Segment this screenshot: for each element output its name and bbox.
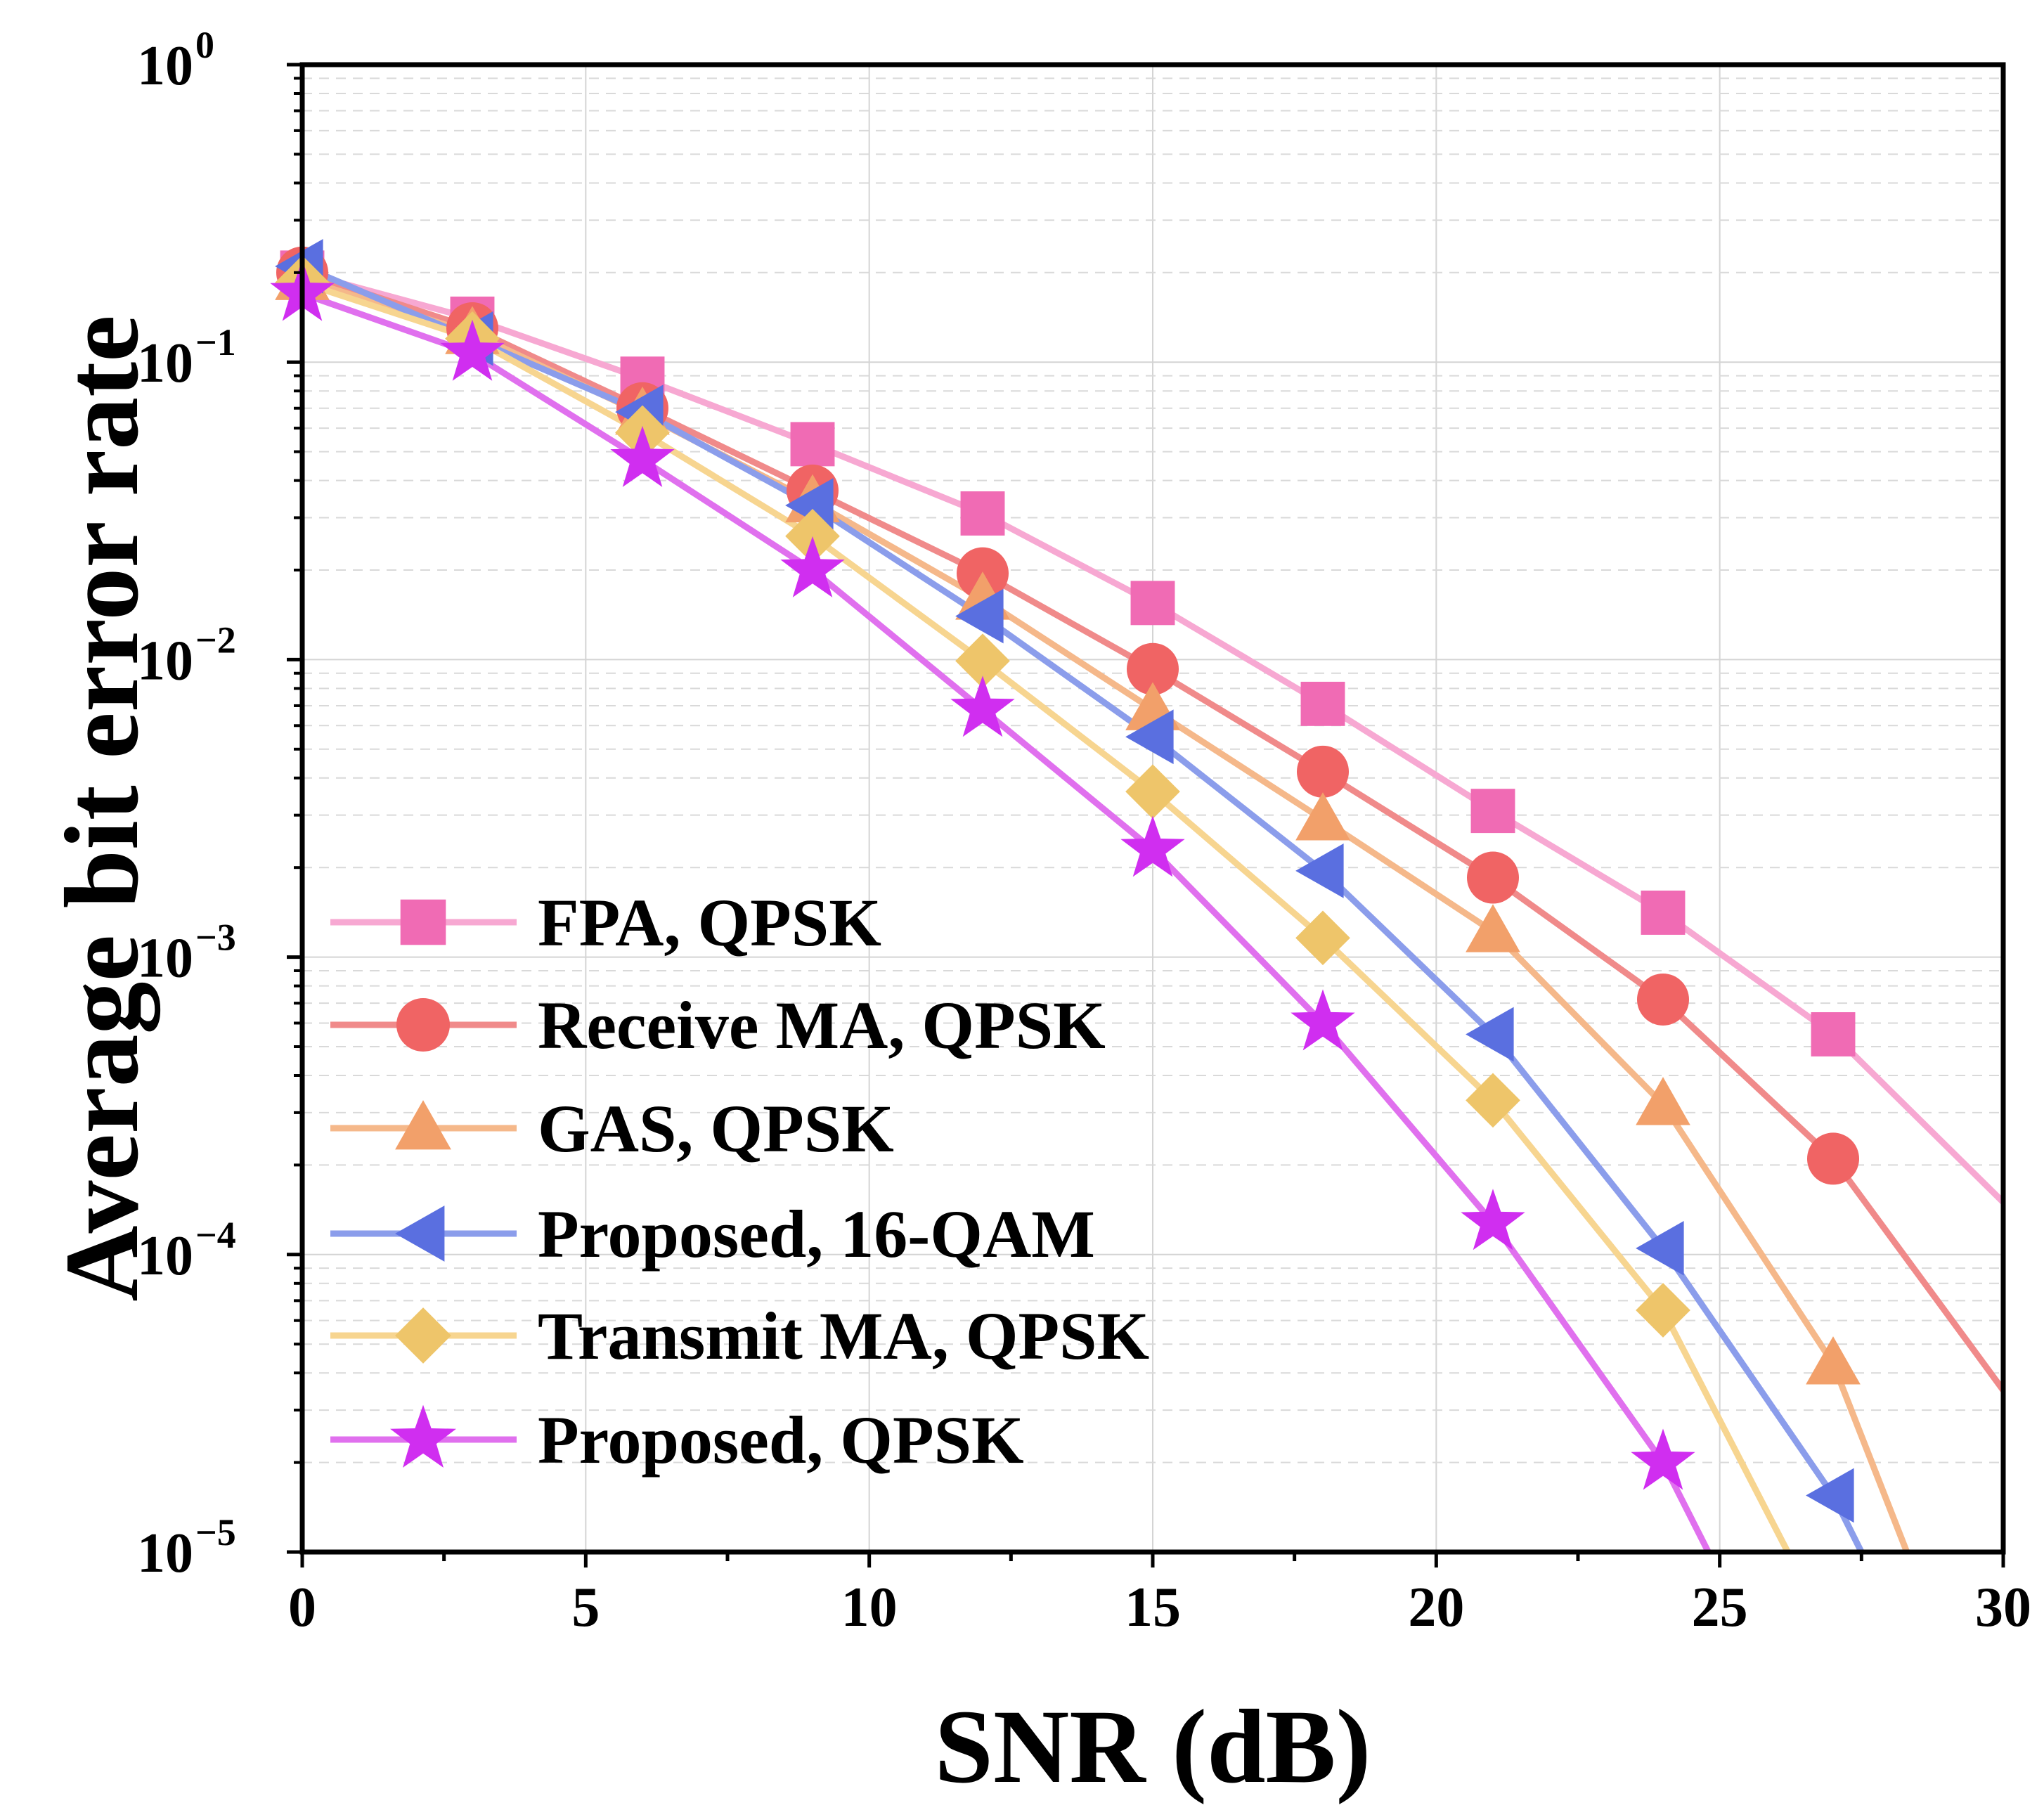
data-point-fpa-qpsk bbox=[1130, 581, 1175, 626]
legend-marker-transmit-ma-qpsk bbox=[395, 1307, 451, 1364]
data-point-proposed-16-qam bbox=[1466, 1007, 1514, 1062]
data-point-proposed-16-qam bbox=[1125, 709, 1174, 765]
series-line-proposed-qpsk bbox=[302, 290, 1712, 1552]
x-tick-label: 10 bbox=[841, 1577, 898, 1638]
legend-marker-receive-ma-qpsk bbox=[396, 998, 450, 1052]
legend-label-fpa-qpsk: FPA, QPSK bbox=[538, 885, 881, 960]
x-tick-label: 5 bbox=[571, 1577, 600, 1638]
y-tick-label: 10 bbox=[137, 35, 193, 97]
data-point-proposed-qpsk bbox=[1120, 815, 1185, 877]
y-tick-label: 10 bbox=[137, 928, 193, 990]
data-point-proposed-16-qam bbox=[955, 588, 1004, 644]
data-point-gas-qpsk bbox=[1295, 792, 1350, 841]
data-point-proposed-16-qam bbox=[1806, 1468, 1854, 1523]
data-point-fpa-qpsk bbox=[1641, 891, 1686, 935]
data-point-fpa-qpsk bbox=[790, 422, 835, 467]
legend-label-proposed-16-qam: Proposed, 16-QAM bbox=[538, 1196, 1095, 1272]
data-point-fpa-qpsk bbox=[1300, 681, 1345, 726]
data-point-transmit-ma-qpsk bbox=[1295, 910, 1350, 966]
data-point-transmit-ma-qpsk bbox=[785, 508, 840, 564]
data-point-receive-ma-qpsk bbox=[1467, 851, 1519, 904]
data-point-transmit-ma-qpsk bbox=[1466, 1073, 1520, 1128]
data-point-fpa-qpsk bbox=[1470, 789, 1515, 834]
data-point-receive-ma-qpsk bbox=[1807, 1132, 1859, 1185]
data-point-fpa-qpsk bbox=[1811, 1012, 1856, 1056]
y-tick-label: 10 bbox=[137, 1225, 193, 1287]
legend: FPA, QPSK Receive MA, QPSK GAS, QPSK Propos… bbox=[330, 885, 1149, 1478]
data-point-receive-ma-qpsk bbox=[1297, 745, 1349, 798]
y-tick-exponent: −3 bbox=[195, 917, 236, 959]
series-line-transmit-ma-qpsk bbox=[302, 279, 1791, 1552]
data-point-proposed-qpsk bbox=[780, 536, 845, 597]
x-tick-label: 0 bbox=[288, 1577, 316, 1638]
data-point-proposed-qpsk bbox=[440, 319, 505, 381]
data-point-receive-ma-qpsk bbox=[1127, 642, 1179, 695]
data-point-gas-qpsk bbox=[1636, 1077, 1690, 1125]
data-point-proposed-16-qam bbox=[1295, 843, 1344, 898]
y-tick-exponent: 0 bbox=[195, 24, 214, 66]
x-tick-label: 30 bbox=[1975, 1577, 2031, 1638]
x-axis-title: SNR (dB) bbox=[935, 1688, 1371, 1805]
data-point-receive-ma-qpsk bbox=[1637, 973, 1689, 1026]
legend-marker-fpa-qpsk bbox=[400, 899, 446, 945]
legend-label-proposed-qpsk: Proposed, QPSK bbox=[538, 1402, 1024, 1478]
data-point-proposed-qpsk bbox=[950, 675, 1015, 737]
legend-marker-proposed-qpsk bbox=[390, 1404, 456, 1468]
data-point-proposed-qpsk bbox=[610, 425, 675, 487]
legend-label-gas-qpsk: GAS, QPSK bbox=[538, 1091, 894, 1166]
legend-marker-proposed-16-qam bbox=[395, 1205, 445, 1262]
data-point-gas-qpsk bbox=[1466, 904, 1520, 952]
data-point-proposed-qpsk bbox=[1631, 1428, 1695, 1490]
data-point-fpa-qpsk bbox=[960, 491, 1005, 536]
y-tick-exponent: −2 bbox=[195, 619, 236, 661]
y-tick-exponent: −5 bbox=[195, 1511, 236, 1553]
y-tick-label: 10 bbox=[137, 1523, 193, 1584]
data-point-gas-qpsk bbox=[1806, 1336, 1861, 1385]
data-point-transmit-ma-qpsk bbox=[1125, 764, 1180, 820]
legend-label-transmit-ma-qpsk: Transmit MA, QPSK bbox=[538, 1298, 1149, 1373]
legend-marker-gas-qpsk bbox=[395, 1100, 451, 1150]
x-tick-label: 25 bbox=[1692, 1577, 1748, 1638]
y-axis-title: Average bit error rate bbox=[44, 315, 160, 1301]
legend-label-receive-ma-qpsk: Receive MA, QPSK bbox=[538, 988, 1106, 1063]
y-tick-label: 10 bbox=[137, 630, 193, 692]
data-point-transmit-ma-qpsk bbox=[955, 633, 1010, 689]
data-point-proposed-qpsk bbox=[1461, 1189, 1525, 1250]
x-tick-label: 15 bbox=[1125, 1577, 1181, 1638]
data-point-proposed-16-qam bbox=[1636, 1220, 1684, 1276]
marker-layer bbox=[270, 238, 1861, 1523]
data-point-transmit-ma-qpsk bbox=[1636, 1283, 1690, 1338]
data-point-proposed-qpsk bbox=[1291, 989, 1355, 1051]
y-tick-exponent: −1 bbox=[195, 321, 236, 363]
y-tick-exponent: −4 bbox=[195, 1214, 236, 1256]
y-tick-label: 10 bbox=[137, 332, 193, 394]
x-tick-label: 20 bbox=[1408, 1577, 1464, 1638]
